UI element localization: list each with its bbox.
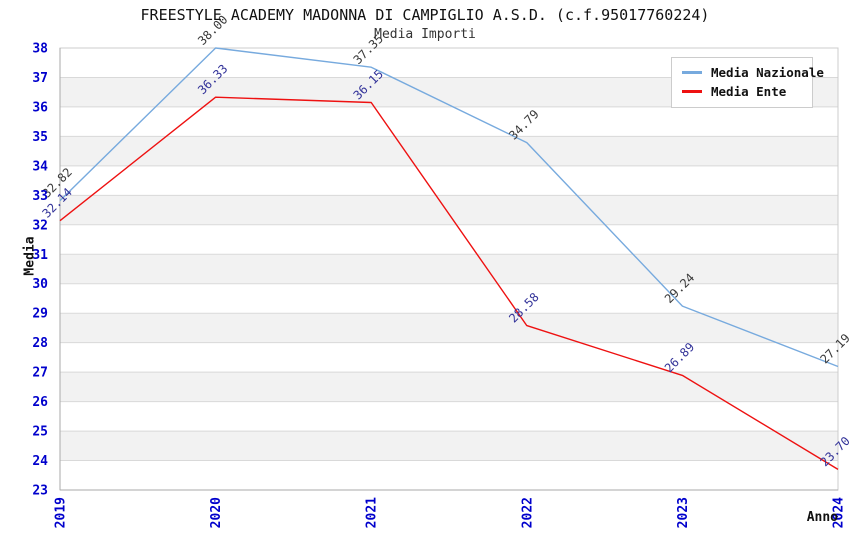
chart-legend: Media Nazionale Media Ente <box>671 57 824 108</box>
x-tick-label: 2024 <box>832 497 847 528</box>
y-tick-label: 29 <box>32 307 48 322</box>
band <box>60 136 838 166</box>
series-line-0 <box>59 47 839 368</box>
y-tick-label: 38 <box>32 42 48 57</box>
band <box>60 254 838 284</box>
band <box>60 431 838 461</box>
x-axis-title: Anno <box>806 510 838 525</box>
legend-label-ente: Media Ente <box>711 84 787 99</box>
y-axis-title: Media <box>22 236 38 276</box>
data-label: 26.89 <box>662 340 697 375</box>
y-tick-label: 23 <box>32 484 48 499</box>
y-tick-label: 31 <box>32 248 48 263</box>
y-tick-label: 35 <box>32 130 48 145</box>
x-tick-label: 2020 <box>209 497 224 528</box>
legend-item-media-ente: Media Ente <box>682 82 812 101</box>
band <box>60 372 838 402</box>
chart-title: FREESTYLE ACADEMY MADONNA DI CAMPIGLIO A… <box>140 6 710 24</box>
y-tick-label: 25 <box>32 425 48 440</box>
y-tick-label: 36 <box>32 100 48 115</box>
legend-label-nazionale: Media Nazionale <box>711 65 824 80</box>
y-tick-label: 32 <box>32 218 48 233</box>
x-tick-label: 2019 <box>54 497 69 528</box>
y-tick-label: 24 <box>32 454 48 469</box>
band <box>60 313 838 343</box>
y-tick-label: 26 <box>32 395 48 410</box>
chart-subtitle: Media Importi <box>374 27 476 42</box>
x-tick-label: 2023 <box>676 497 691 528</box>
x-tick-label: 2021 <box>365 497 380 528</box>
legend-line-swatch-nazionale <box>682 71 702 74</box>
y-tick-label: 30 <box>32 277 48 292</box>
y-tick-label: 34 <box>32 159 48 174</box>
y-tick-label: 33 <box>32 189 48 204</box>
y-tick-label: 37 <box>32 71 48 86</box>
legend-item-media-nazionale: Media Nazionale <box>682 63 824 82</box>
series-line-1 <box>59 96 839 470</box>
band <box>60 195 838 225</box>
y-tick-label: 27 <box>32 366 48 381</box>
y-tick-label: 28 <box>32 336 48 351</box>
legend-line-swatch-ente <box>682 90 702 93</box>
x-tick-label: 2022 <box>520 497 535 528</box>
